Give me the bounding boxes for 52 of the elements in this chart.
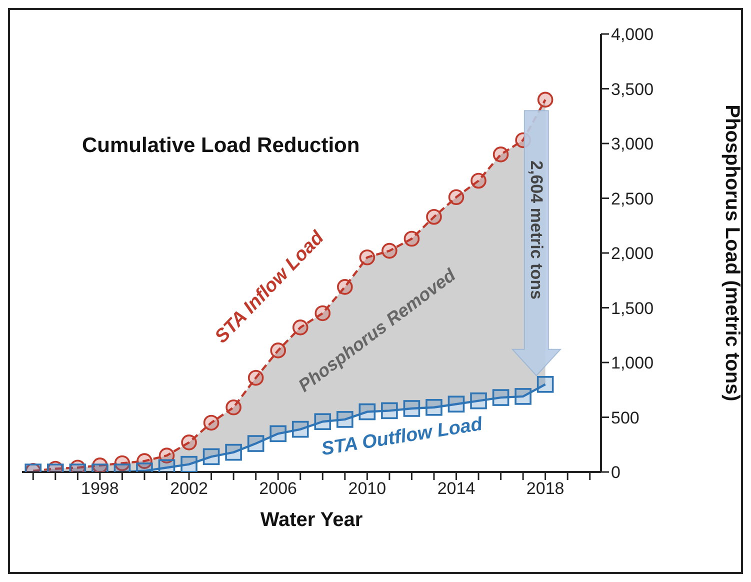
point xyxy=(180,456,198,472)
text: STA Outflow Load xyxy=(320,414,484,460)
y-tick-label: 4,000 xyxy=(611,25,654,44)
x-axis-title: Water Year xyxy=(260,509,363,532)
point xyxy=(426,208,442,225)
point xyxy=(314,305,331,322)
point xyxy=(470,392,487,410)
y-tick-label: 0 xyxy=(611,463,620,482)
x-tick-label: 2010 xyxy=(348,479,386,498)
y-axis-title: Phosphorus Load (metric tons) xyxy=(720,104,743,402)
y-tick-label: 500 xyxy=(611,408,640,428)
x-tick-label: 2002 xyxy=(170,479,208,498)
point xyxy=(492,146,509,162)
y-tick-label: 2,000 xyxy=(611,244,654,264)
point xyxy=(203,414,220,431)
point xyxy=(382,242,398,259)
x-tick-label: 2014 xyxy=(437,479,476,498)
point xyxy=(359,249,376,266)
point xyxy=(448,189,464,206)
point xyxy=(537,92,554,108)
point xyxy=(247,435,264,452)
y-tick-label: 1,000 xyxy=(611,354,654,373)
point xyxy=(226,399,242,416)
point xyxy=(202,448,220,466)
point xyxy=(514,388,532,405)
y-tick-label: 1,500 xyxy=(611,298,654,318)
x-tick-label: 1998 xyxy=(81,479,119,498)
y-tick-label: 3,000 xyxy=(611,134,654,154)
x-tick-label: 2018 xyxy=(526,479,564,498)
y-tick-label: 2,500 xyxy=(611,189,654,208)
point xyxy=(403,400,420,417)
point xyxy=(225,444,242,461)
point xyxy=(337,279,353,295)
point xyxy=(181,434,197,450)
point xyxy=(248,370,264,386)
point xyxy=(270,425,286,442)
point xyxy=(314,413,332,430)
point xyxy=(358,403,376,420)
point xyxy=(404,230,420,247)
text: Cumulative Load Reduction xyxy=(82,134,360,157)
point xyxy=(492,389,510,406)
point xyxy=(270,342,286,358)
point xyxy=(470,172,486,189)
point xyxy=(426,398,442,416)
y-tick-label: 3,500 xyxy=(611,80,654,99)
annotation: 2,604 metric tons xyxy=(526,160,546,300)
point xyxy=(448,396,465,413)
point xyxy=(292,420,309,438)
point xyxy=(381,402,398,420)
point xyxy=(536,376,554,393)
x-tick-label: 2006 xyxy=(259,479,298,498)
point xyxy=(336,411,354,428)
